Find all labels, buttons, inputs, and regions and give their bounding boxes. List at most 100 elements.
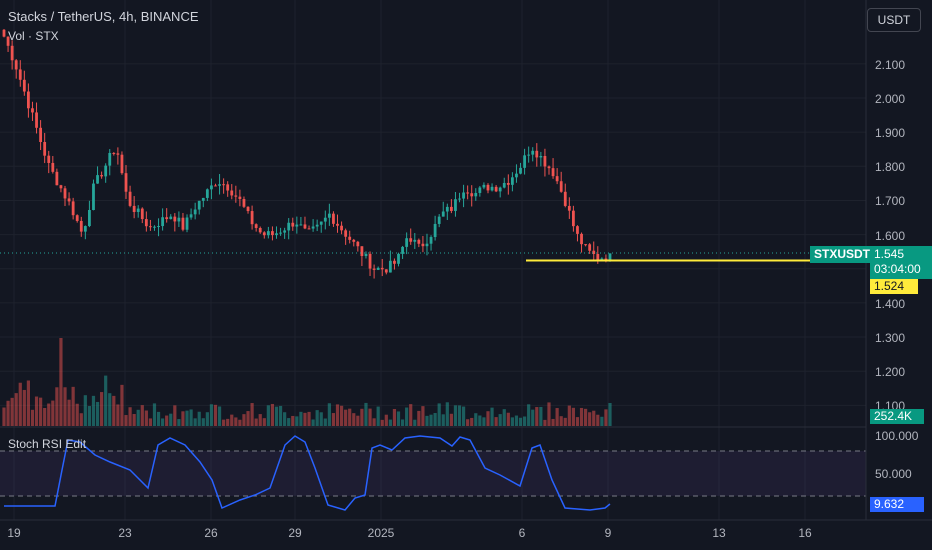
volume-bar [588, 412, 592, 426]
volume-bar [417, 410, 421, 426]
volume-bar [100, 392, 104, 426]
candle-body [136, 208, 140, 212]
candle-body [71, 201, 75, 216]
volume-bar [71, 386, 75, 426]
candle-body [470, 193, 474, 197]
volume-bar [14, 393, 18, 426]
candle-body [348, 236, 352, 240]
volume-bar [372, 418, 376, 426]
candle-body [83, 226, 87, 232]
volume-bar [344, 409, 348, 426]
volume-bar [242, 414, 246, 426]
candle-body [543, 155, 547, 167]
volume-bar [2, 407, 6, 426]
volume-bar [295, 416, 299, 426]
candle-body [376, 267, 380, 270]
price-tick: 1.400 [875, 297, 906, 311]
candle-body [230, 190, 234, 196]
price-tick: 2.000 [875, 92, 906, 106]
candle-body [555, 176, 559, 182]
candle-body [482, 184, 486, 188]
candle-body [571, 210, 575, 227]
volume-bar [531, 409, 535, 426]
volume-bar [303, 412, 307, 426]
volume-bar [311, 419, 315, 426]
volume-bar [327, 403, 331, 426]
candle-body [384, 269, 388, 273]
volume-bar [392, 409, 397, 426]
volume-bar [571, 407, 575, 426]
volume-bar [144, 410, 148, 426]
volume-bar [39, 397, 43, 426]
currency-button[interactable]: USDT [867, 8, 921, 32]
volume-bar [205, 412, 209, 426]
volume-bar [6, 400, 10, 426]
volume-bar [307, 411, 311, 426]
candle-body [327, 213, 331, 218]
candle-body [393, 260, 396, 264]
candle-body [567, 205, 571, 211]
candle-body [189, 214, 193, 218]
volume-bar [356, 415, 360, 426]
candle-body [43, 142, 47, 156]
candle-body [104, 165, 108, 177]
candle-body [340, 225, 343, 231]
candle-body [454, 199, 457, 211]
volume-legend[interactable]: Vol · STX [8, 29, 59, 43]
volume-bar [429, 414, 433, 426]
candle-body [165, 217, 169, 220]
indicator-legend[interactable]: Stoch RSI Edit [8, 437, 87, 451]
rsi-tick: 100.000 [875, 429, 919, 443]
volume-bar [445, 402, 449, 426]
volume-bar [486, 411, 490, 426]
candle-body [47, 155, 51, 163]
volume-bar [116, 404, 120, 426]
rsi-band [0, 451, 866, 496]
last-price-badge: 1.545 03:04:00 [870, 246, 932, 279]
volume-bar [299, 411, 303, 426]
candle-body [10, 45, 14, 61]
date-tick: 26 [204, 526, 218, 540]
candle-body [478, 187, 482, 193]
volume-bar [583, 408, 588, 426]
candle-body [323, 217, 327, 222]
volume-bar [323, 418, 327, 426]
candle-body [604, 258, 608, 260]
candle-body [576, 226, 579, 234]
candle-body [238, 196, 242, 200]
volume-bar [91, 395, 96, 426]
candle-body [173, 216, 177, 222]
candle-body [397, 253, 400, 264]
candle-body [311, 226, 315, 229]
volume-bar [563, 417, 567, 426]
candle-body [490, 186, 494, 191]
last-price-value: 1.545 [874, 247, 905, 261]
volume-bar [364, 402, 368, 426]
volume-bar [258, 414, 262, 426]
candle-body [185, 217, 189, 230]
volume-bar [368, 408, 372, 426]
price-tick: 1.200 [875, 365, 906, 379]
chart-title: Stacks / TetherUS, 4h, BINANCE [8, 9, 199, 24]
volume-bar [547, 402, 551, 426]
volume-bar [596, 414, 600, 426]
volume-bar [608, 402, 612, 426]
volume-bar [502, 409, 506, 426]
candle-body [519, 167, 522, 174]
candle-body [169, 216, 173, 220]
volume-badge: 252.4K [870, 409, 924, 424]
volume-bar [132, 413, 136, 426]
candle-body [22, 79, 26, 92]
candle-body [92, 183, 95, 211]
volume-bar [55, 387, 59, 426]
volume-bar [266, 405, 270, 426]
volume-bar [466, 419, 470, 426]
volume-bar [201, 418, 205, 426]
candle-body [596, 254, 600, 261]
volume-bar [177, 419, 181, 426]
candle-body [608, 253, 612, 260]
volume-bar [352, 413, 356, 426]
candle-body [486, 184, 490, 191]
price-tick: 1.700 [875, 194, 906, 208]
